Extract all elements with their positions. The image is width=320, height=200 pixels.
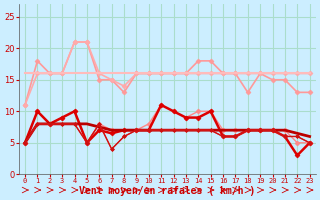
X-axis label: Vent moyen/en rafales ( km/h ): Vent moyen/en rafales ( km/h ) <box>79 186 255 196</box>
